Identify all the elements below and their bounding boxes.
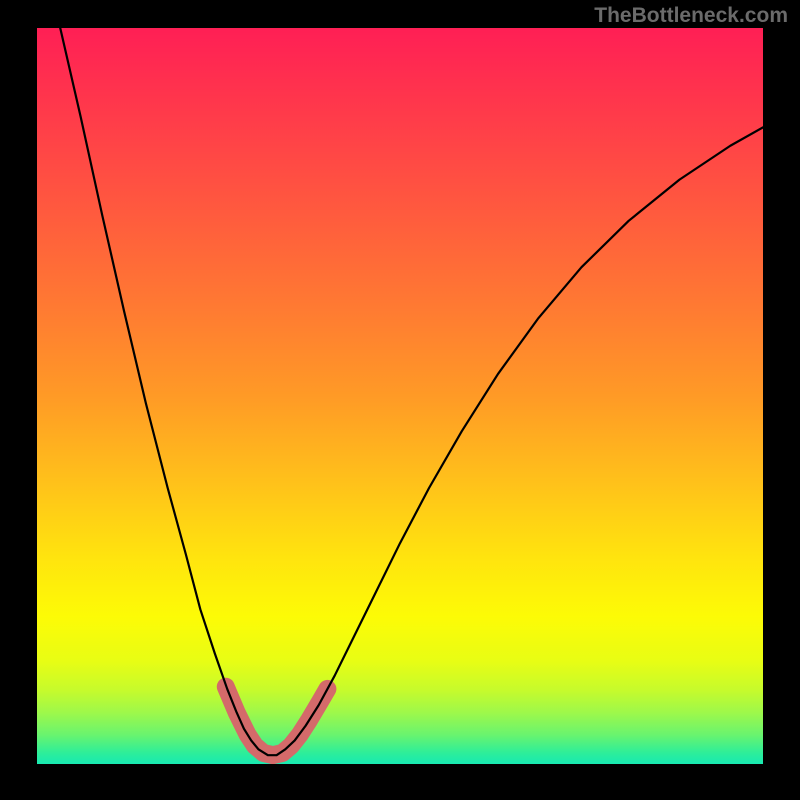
plot-area bbox=[37, 28, 763, 764]
watermark-text: TheBottleneck.com bbox=[594, 4, 788, 28]
bottleneck-curve bbox=[60, 28, 763, 755]
canvas: TheBottleneck.com bbox=[0, 0, 800, 800]
curve-layer bbox=[37, 28, 763, 764]
